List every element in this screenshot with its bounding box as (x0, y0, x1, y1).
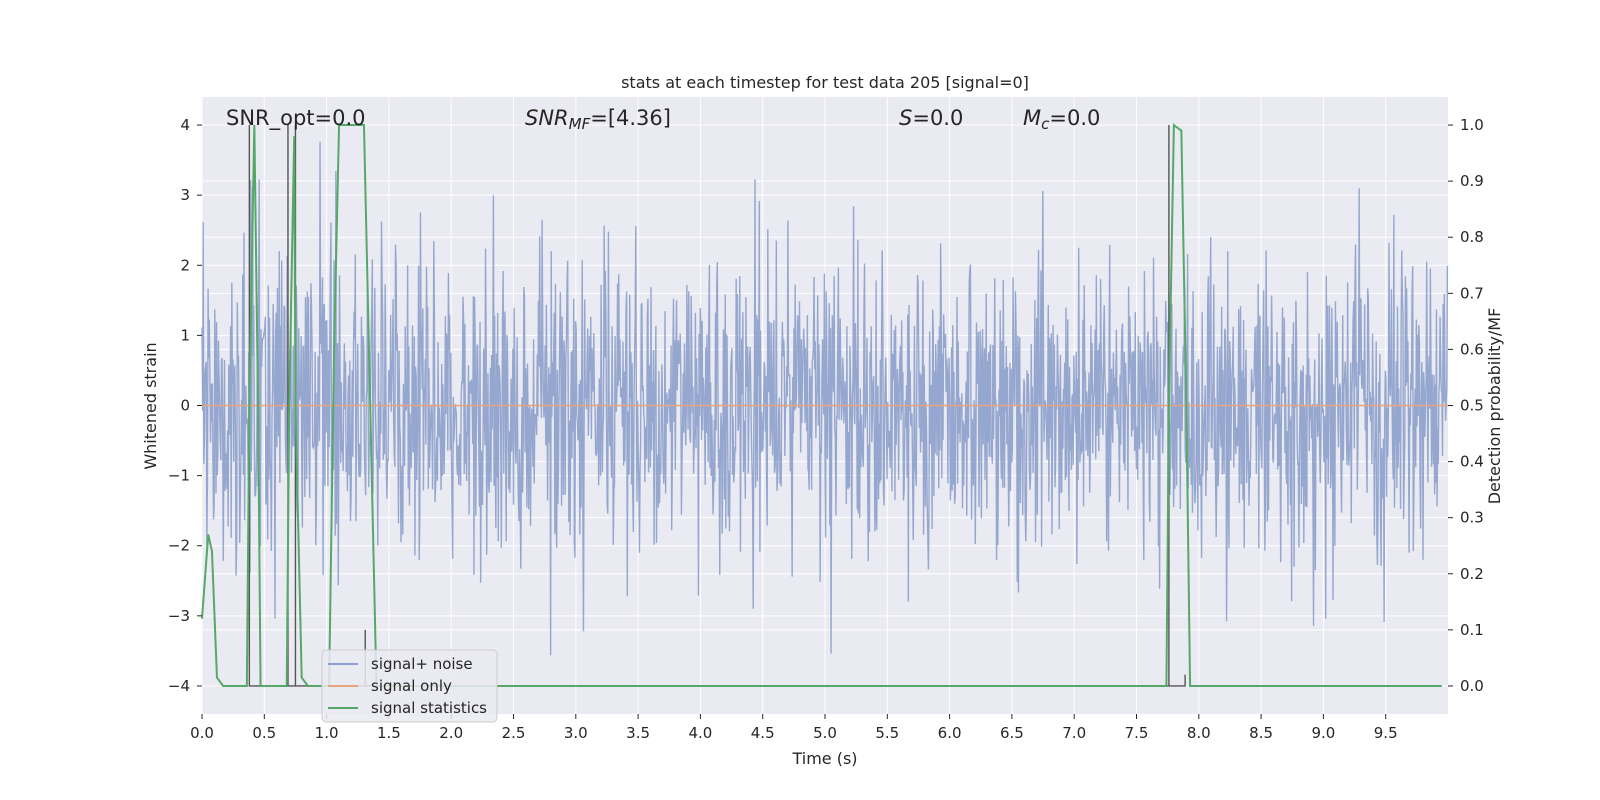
x-tick-label: 5.5 (875, 724, 899, 742)
y-tick-label: 1 (180, 326, 190, 344)
legend-label-signal-statistics: signal statistics (371, 699, 487, 717)
x-tick-label: 6.5 (1000, 724, 1024, 742)
x-tick-label: 6.0 (938, 724, 962, 742)
x-axis-label: Time (s) (791, 749, 857, 768)
y-right-tick-label: 0.1 (1460, 621, 1484, 639)
x-tick-label: 4.0 (688, 724, 712, 742)
y-right-tick-label: 0.9 (1460, 172, 1484, 190)
y-right-axis-label: Detection probability/MF (1485, 308, 1504, 505)
x-tick-label: 9.0 (1311, 724, 1335, 742)
x-tick-label: 7.5 (1125, 724, 1149, 742)
chart-title: stats at each timestep for test data 205… (621, 73, 1029, 92)
x-tick-label: 4.5 (751, 724, 775, 742)
x-tick-label: 0.5 (252, 724, 276, 742)
y-right-tick-label: 0.6 (1460, 340, 1484, 358)
annotation-mc-value: =0.0 (1049, 106, 1100, 130)
y-tick-label: 2 (180, 256, 190, 274)
y-right-tick-label: 0.8 (1460, 228, 1484, 246)
x-tick-label: 5.0 (813, 724, 837, 742)
x-tick-label: 9.5 (1374, 724, 1398, 742)
x-tick-label: 1.5 (377, 724, 401, 742)
x-tick-label: 2.5 (502, 724, 526, 742)
y-right-axis-ticks: 0.0 0.1 0.2 0.3 0.4 0.5 0.6 0.7 0.8 0.9 1.0 (1448, 116, 1484, 695)
signal-noise-series (201, 141, 1449, 656)
legend-label-signal-only: signal only (371, 677, 452, 695)
x-tick-label: 8.0 (1187, 724, 1211, 742)
y-axis-ticks: −4 −3 −2 −1 0 1 2 3 4 (168, 116, 202, 695)
x-axis-ticks: 0.0 0.5 1.0 1.5 2.0 2.5 3.0 3.5 4.0 4.5 5.0 5.5 6.0 6… (190, 714, 1398, 742)
legend-box (321, 649, 498, 723)
y-tick-label: 3 (180, 186, 190, 204)
legend-label-signal-noise: signal+ noise (371, 655, 473, 673)
y-right-tick-label: 0.0 (1460, 677, 1484, 695)
signal-statistics-line (201, 123, 1442, 687)
y-tick-label: 0 (180, 397, 190, 415)
y-right-tick-label: 0.7 (1460, 284, 1484, 302)
annotation-snr-opt: SNR_opt=0.0 (226, 106, 366, 131)
x-tick-label: 2.0 (439, 724, 463, 742)
y-axis-label: Whitened strain (141, 342, 160, 469)
annotation-mc-main: M (1023, 106, 1041, 130)
y-right-tick-label: 0.3 (1460, 509, 1484, 527)
annotation-mc-sub: c (1041, 115, 1050, 133)
x-tick-label: 0.0 (190, 724, 214, 742)
annotation-snr-mf-main: SNR (525, 106, 569, 130)
annotation-snr-mf: SNRMF=[4.36] (525, 106, 671, 133)
y-tick-label: −3 (168, 607, 190, 625)
x-tick-label: 1.0 (315, 724, 339, 742)
y-tick-label: 4 (180, 116, 190, 134)
y-right-tick-label: 1.0 (1460, 116, 1484, 134)
annotation-snr-mf-value: =[4.36] (590, 106, 671, 130)
annotation-mc: Mc=0.0 (1023, 106, 1100, 133)
x-tick-label: 7.0 (1062, 724, 1086, 742)
annotation-s: S=0.0 (899, 106, 963, 130)
annotation-s-main: S (899, 106, 912, 130)
y-right-tick-label: 0.4 (1460, 453, 1484, 471)
annotation-s-value: =0.0 (912, 106, 963, 130)
legend: signal+ noise signal only signal statist… (321, 649, 498, 723)
x-tick-label: 3.5 (626, 724, 650, 742)
y-tick-label: −1 (168, 467, 190, 485)
annotation-snr-mf-sub: MF (569, 115, 591, 133)
y-tick-label: −4 (168, 677, 190, 695)
y-right-tick-label: 0.2 (1460, 565, 1484, 583)
signal-noise-line (201, 141, 1449, 656)
y-right-tick-label: 0.5 (1460, 397, 1484, 415)
x-tick-label: 8.5 (1249, 724, 1273, 742)
y-tick-label: −2 (168, 537, 190, 555)
x-tick-label: 3.0 (564, 724, 588, 742)
